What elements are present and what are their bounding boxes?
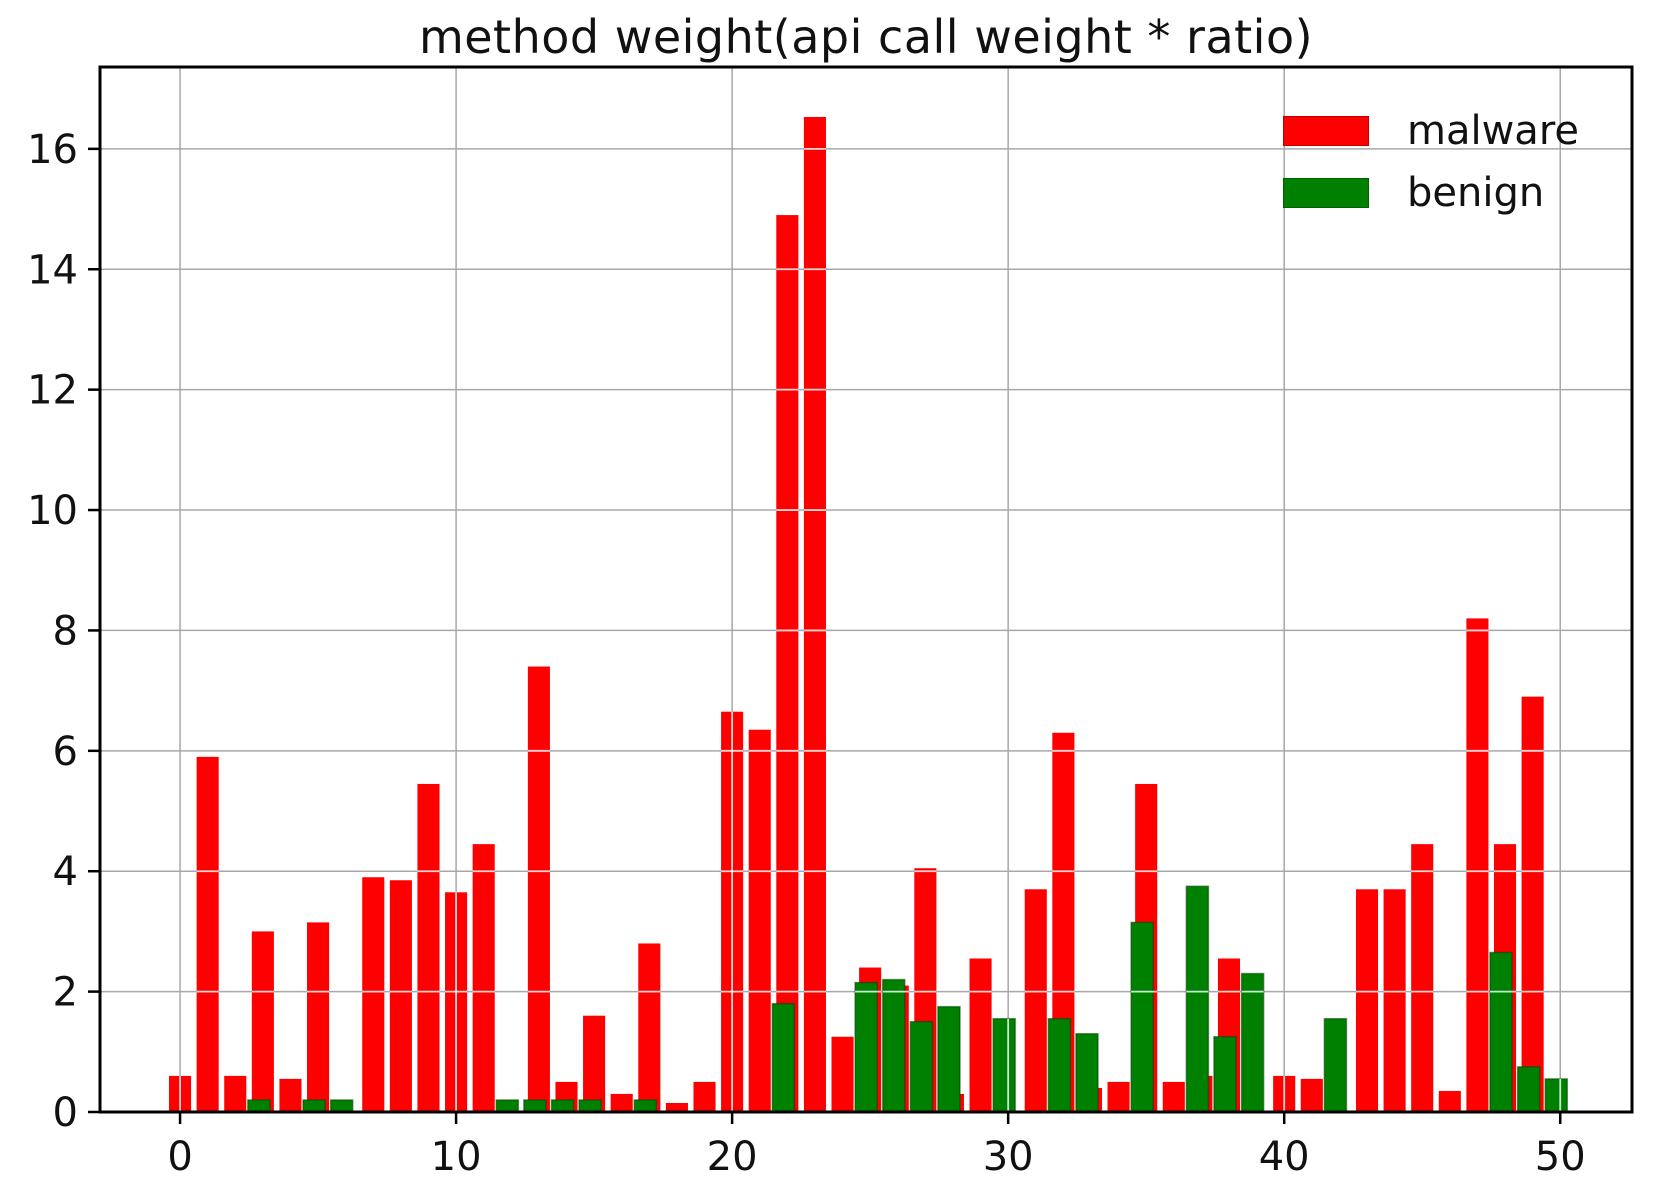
- bar-malware-x22: [776, 215, 799, 1113]
- bar-benign-x6: [329, 1099, 354, 1113]
- bar-series: [169, 116, 1569, 1113]
- legend-label-malware: malware: [1407, 108, 1579, 154]
- legend-item-benign: benign: [1283, 162, 1579, 224]
- x-tick-label: 0: [167, 1134, 192, 1180]
- y-tick-label: 6: [53, 729, 78, 775]
- bar-benign-x33: [1075, 1032, 1099, 1113]
- bar-malware-x3: [251, 931, 274, 1112]
- y-tick-label: 4: [53, 849, 78, 895]
- bar-benign-x35: [1130, 921, 1154, 1113]
- y-tick-label: 8: [53, 608, 78, 654]
- plot-border: [98, 65, 1634, 1114]
- bar-malware-x31: [1024, 889, 1047, 1112]
- bar-benign-x49: [1516, 1066, 1541, 1113]
- bar-malware-x11: [472, 844, 495, 1112]
- bar-benign-x13: [523, 1099, 547, 1113]
- x-tick-label: 50: [1535, 1134, 1586, 1180]
- bar-benign-x28: [937, 1005, 961, 1113]
- bar-benign-x14: [550, 1099, 575, 1113]
- bar-benign-x17: [633, 1099, 658, 1113]
- bar-benign-x27: [909, 1020, 934, 1113]
- bar-benign-x42: [1323, 1017, 1348, 1113]
- legend: malware benign: [1283, 100, 1579, 224]
- benign-swatch-icon: [1283, 178, 1369, 208]
- bar-malware-x44: [1383, 889, 1406, 1112]
- x-tick-label: 20: [707, 1134, 758, 1180]
- bar-benign-x15: [578, 1099, 602, 1113]
- bar-malware-x34: [1107, 1081, 1130, 1112]
- bar-malware-x16: [610, 1093, 633, 1112]
- bar-malware-x47: [1466, 618, 1489, 1112]
- bar-benign-x30: [992, 1017, 1016, 1113]
- y-tick-label: 12: [27, 368, 78, 414]
- bar-benign-x37: [1185, 885, 1210, 1113]
- bar-malware-x7: [362, 877, 385, 1112]
- y-tick-label: 14: [27, 247, 78, 293]
- bar-benign-x48: [1489, 951, 1513, 1113]
- bar-malware-x41: [1300, 1078, 1323, 1112]
- legend-label-benign: benign: [1407, 170, 1545, 216]
- bar-benign-x22: [771, 1002, 796, 1113]
- y-tick-label: 10: [27, 488, 78, 534]
- bar-malware-x49: [1521, 696, 1544, 1112]
- bar-malware-x21: [748, 729, 771, 1112]
- bar-benign-x12: [495, 1099, 520, 1113]
- bar-malware-x24: [831, 1036, 854, 1112]
- bar-malware-x19: [693, 1081, 716, 1112]
- gridlines: [100, 67, 1632, 1112]
- bar-malware-x32: [1052, 732, 1075, 1112]
- legend-item-malware: malware: [1283, 100, 1579, 162]
- bar-malware-x36: [1162, 1081, 1185, 1112]
- x-tick-label: 10: [431, 1134, 482, 1180]
- bar-malware-x18: [665, 1102, 688, 1112]
- malware-swatch-icon: [1283, 116, 1369, 146]
- bar-benign-x3: [247, 1099, 271, 1113]
- y-tick-label: 16: [27, 127, 78, 173]
- bar-benign-x50: [1544, 1078, 1569, 1113]
- bar-malware-x1: [196, 756, 219, 1112]
- bar-malware-x46: [1438, 1090, 1461, 1112]
- bar-malware-x15: [583, 1015, 606, 1112]
- bar-benign-x5: [302, 1099, 326, 1113]
- bar-benign-x39: [1240, 972, 1265, 1113]
- bar-malware-x29: [969, 958, 992, 1112]
- y-tick-label: 2: [53, 970, 78, 1016]
- y-tick-label: 0: [53, 1090, 78, 1136]
- x-tick-label: 40: [1259, 1134, 1310, 1180]
- bar-malware-x13: [527, 666, 550, 1112]
- bar-benign-x26: [881, 978, 906, 1113]
- tick-marks: [88, 147, 1562, 1124]
- bar-malware-x9: [417, 783, 440, 1112]
- bar-benign-x25: [854, 981, 878, 1113]
- tick-labels: 0 10 20 30 40 50 0 2 4 6 8 10 12 14 16: [27, 127, 1586, 1180]
- bar-malware-x45: [1411, 844, 1434, 1112]
- bar-malware-x8: [389, 880, 412, 1112]
- chart-title: method weight(api call weight * ratio): [418, 10, 1314, 64]
- bar-malware-x23: [803, 116, 826, 1113]
- bar-malware-x5: [307, 922, 330, 1112]
- bar-malware-x2: [224, 1075, 247, 1112]
- bar-benign-x32: [1047, 1017, 1072, 1113]
- bar-malware-x17: [638, 943, 661, 1112]
- bar-malware-x43: [1355, 889, 1379, 1112]
- bar-benign-x38: [1213, 1036, 1237, 1113]
- x-tick-label: 30: [983, 1134, 1034, 1180]
- bar-malware-x4: [279, 1078, 302, 1112]
